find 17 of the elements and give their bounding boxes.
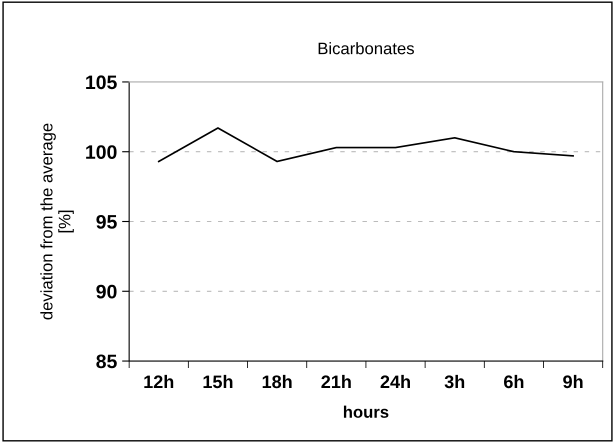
line-series	[158, 127, 574, 162]
y-tick-label: 90	[96, 284, 117, 299]
x-tick-label: 9h	[563, 374, 583, 388]
x-tick-label: 15h	[204, 374, 232, 388]
y-tick-label: 105	[86, 75, 117, 90]
x-tick-label: 3h	[444, 374, 464, 388]
x-tick-label: 18h	[262, 374, 292, 388]
x-tick-label: 24h	[380, 374, 410, 388]
y-tick-label: 85	[96, 354, 117, 368]
x-tick-label: 21h	[321, 374, 351, 388]
x-axis-title: hours	[344, 406, 388, 418]
y-tick-label: 95	[96, 214, 117, 229]
chart-title: Bicarbonates	[318, 42, 414, 54]
x-tick-label: 12h	[144, 374, 174, 388]
x-tick-label: 6h	[504, 374, 524, 388]
y-tick-label: 100	[86, 145, 117, 159]
y-axis-title: deviation from the average [%]	[40, 124, 74, 320]
